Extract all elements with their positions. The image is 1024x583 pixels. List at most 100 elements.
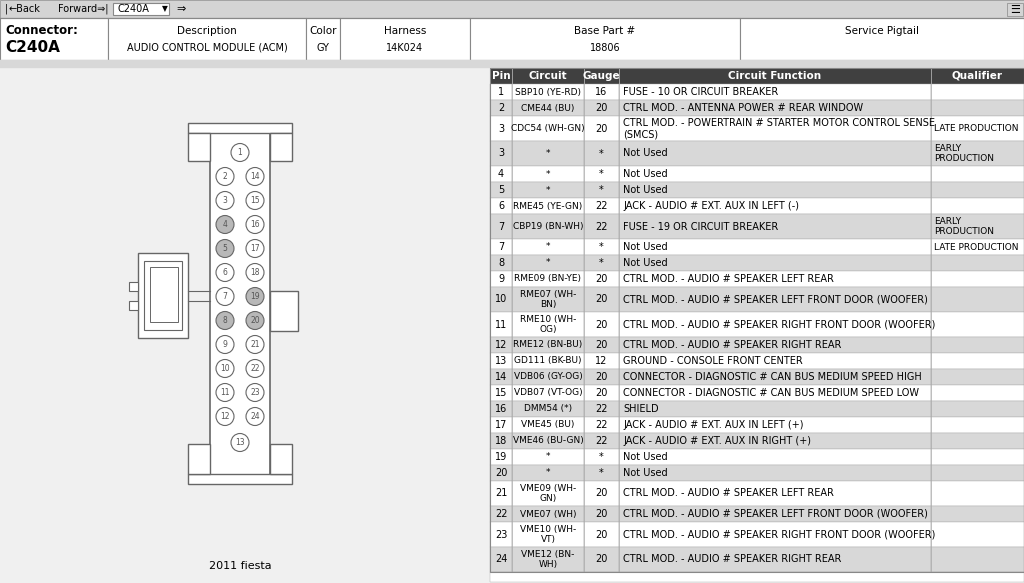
Bar: [931, 116, 1024, 141]
Bar: [584, 84, 618, 100]
Bar: [144, 261, 182, 329]
Bar: [490, 214, 512, 239]
Bar: [150, 266, 178, 321]
Text: 19: 19: [250, 292, 260, 301]
Text: C240A: C240A: [118, 4, 150, 14]
Text: RME09 (BN-YE): RME09 (BN-YE): [514, 275, 582, 283]
Text: EARLY
PRODUCTION: EARLY PRODUCTION: [934, 217, 994, 236]
Bar: [931, 84, 1024, 100]
Bar: [584, 100, 618, 116]
Bar: [931, 401, 1024, 417]
Text: 22: 22: [595, 404, 608, 414]
Bar: [0, 18, 1024, 60]
Text: RME45 (YE-GN): RME45 (YE-GN): [513, 202, 583, 210]
Bar: [490, 506, 512, 522]
Bar: [931, 255, 1024, 271]
Bar: [270, 290, 298, 331]
Bar: [490, 481, 512, 506]
Text: 4: 4: [498, 169, 504, 179]
Text: 16: 16: [250, 220, 260, 229]
Circle shape: [246, 311, 264, 329]
Bar: [1007, 3, 1023, 16]
Bar: [113, 3, 169, 15]
Bar: [512, 353, 584, 369]
Text: 2011 fiesta: 2011 fiesta: [209, 561, 271, 571]
Bar: [931, 449, 1024, 465]
Text: 4: 4: [222, 220, 227, 229]
Circle shape: [231, 143, 249, 161]
Text: *: *: [599, 468, 604, 478]
Bar: [129, 282, 138, 290]
Text: CTRL MOD. - AUDIO # SPEAKER RIGHT FRONT DOOR (WOOFER): CTRL MOD. - AUDIO # SPEAKER RIGHT FRONT …: [623, 529, 935, 539]
Bar: [618, 522, 931, 547]
Text: RME07 (WH-
BN): RME07 (WH- BN): [520, 290, 577, 309]
Bar: [618, 417, 931, 433]
Text: Not Used: Not Used: [623, 169, 668, 179]
Text: SBP10 (YE-RD): SBP10 (YE-RD): [515, 87, 581, 97]
Circle shape: [216, 384, 234, 402]
Text: RME12 (BN-BU): RME12 (BN-BU): [513, 340, 583, 349]
Text: 20: 20: [595, 489, 607, 498]
Bar: [584, 312, 618, 337]
Bar: [931, 547, 1024, 572]
Bar: [210, 131, 270, 476]
Bar: [470, 18, 740, 60]
Text: 24: 24: [250, 412, 260, 421]
Text: 6: 6: [222, 268, 227, 277]
Text: LATE PRODUCTION: LATE PRODUCTION: [934, 124, 1019, 133]
Bar: [512, 369, 584, 385]
Text: 15: 15: [495, 388, 507, 398]
Bar: [0, 18, 108, 60]
Bar: [138, 252, 188, 338]
Text: FUSE - 10 OR CIRCUIT BREAKER: FUSE - 10 OR CIRCUIT BREAKER: [623, 87, 778, 97]
Bar: [931, 287, 1024, 312]
Text: 22: 22: [595, 201, 608, 211]
Text: *: *: [546, 185, 550, 195]
Bar: [584, 166, 618, 182]
Bar: [490, 353, 512, 369]
Bar: [306, 18, 340, 60]
Bar: [618, 287, 931, 312]
Bar: [931, 337, 1024, 353]
Text: 13: 13: [236, 438, 245, 447]
Text: 14K024: 14K024: [386, 43, 424, 53]
Text: *: *: [599, 258, 604, 268]
Bar: [931, 353, 1024, 369]
Text: 20: 20: [595, 274, 607, 284]
Bar: [512, 337, 584, 353]
Bar: [512, 481, 584, 506]
Text: Circuit Function: Circuit Function: [728, 71, 821, 81]
Bar: [584, 465, 618, 481]
Bar: [618, 166, 931, 182]
Bar: [490, 287, 512, 312]
Text: Not Used: Not Used: [623, 258, 668, 268]
Text: 23: 23: [250, 388, 260, 397]
Bar: [188, 444, 210, 473]
Text: 11: 11: [220, 388, 229, 397]
Text: CTRL MOD. - POWERTRAIN # STARTER MOTOR CONTROL SENSE
(SMCS): CTRL MOD. - POWERTRAIN # STARTER MOTOR C…: [623, 118, 935, 139]
Text: EARLY
PRODUCTION: EARLY PRODUCTION: [934, 144, 994, 163]
Text: AUDIO CONTROL MODULE (ACM): AUDIO CONTROL MODULE (ACM): [127, 43, 288, 53]
Text: 22: 22: [595, 436, 608, 446]
Bar: [188, 132, 210, 160]
Bar: [740, 18, 1024, 60]
Bar: [512, 506, 584, 522]
Text: 2: 2: [498, 103, 504, 113]
Text: 10: 10: [220, 364, 229, 373]
Text: Not Used: Not Used: [623, 452, 668, 462]
Circle shape: [246, 408, 264, 426]
Bar: [490, 141, 512, 166]
Bar: [512, 287, 584, 312]
Bar: [512, 166, 584, 182]
Bar: [618, 506, 931, 522]
Text: 20: 20: [595, 554, 607, 564]
Bar: [512, 116, 584, 141]
Text: Pin: Pin: [492, 71, 510, 81]
Bar: [490, 166, 512, 182]
Text: 20: 20: [495, 468, 507, 478]
Bar: [340, 18, 470, 60]
Text: SHIELD: SHIELD: [623, 404, 658, 414]
Text: JACK - AUDIO # EXT. AUX IN LEFT (-): JACK - AUDIO # EXT. AUX IN LEFT (-): [623, 201, 799, 211]
Bar: [512, 433, 584, 449]
Bar: [490, 68, 512, 84]
